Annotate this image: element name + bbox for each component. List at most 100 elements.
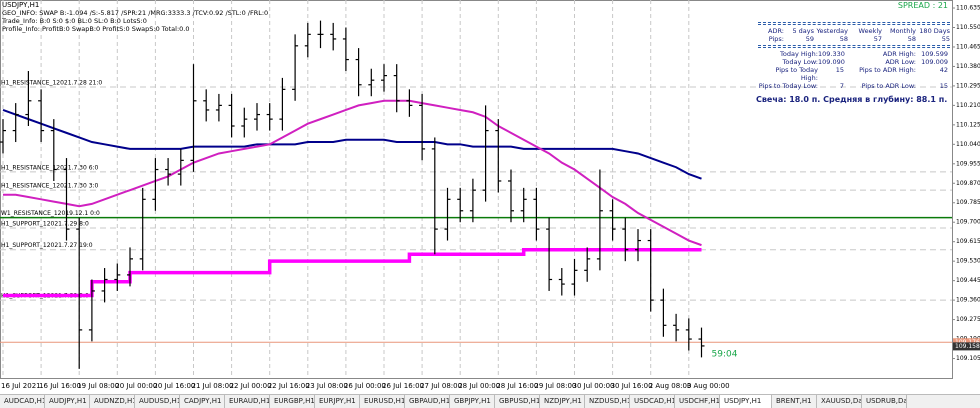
y-tick-label: 110.295 <box>956 82 980 89</box>
indicator-line <box>3 99 702 247</box>
adr-cell: Pips to Today Low: <box>758 82 818 90</box>
symbol-tab[interactable]: AUDJPY,H1 <box>45 395 90 408</box>
x-tick-label: 20 Jul 16:00 <box>153 382 195 390</box>
adr-header-cell: Yesterday <box>816 27 848 35</box>
symbol-tab[interactable]: AUDNZD,H1 <box>90 395 135 408</box>
adr-cell: ADR Low: <box>885 58 916 66</box>
x-tick-label: 20 Jul 00:00 <box>115 382 157 390</box>
adr-cell: 109.090 <box>818 58 845 66</box>
symbol-tab[interactable]: BRENT,H1 <box>772 395 817 408</box>
separator <box>758 45 950 48</box>
x-tick-label: 19 Jul 08:00 <box>77 382 119 390</box>
symbol-tab[interactable]: GBPJPY,H1 <box>450 395 495 408</box>
adr-row: Pips to Today High: 15 Pips to ADR High: 42 <box>758 66 950 82</box>
symbol-tab[interactable]: EURGBP,H1 <box>270 395 315 408</box>
x-tick-label: 16 Jul 16:00 <box>39 382 81 390</box>
x-tick-label: 2 Aug 08:00 <box>649 382 692 390</box>
y-tick-label: 110.125 <box>956 121 980 128</box>
level-label: H1_RESISTANCE_12021.7.30 3:0 <box>1 183 99 190</box>
adr-cell: ADR High: <box>882 50 916 58</box>
x-tick-label: 23 Jul 08:00 <box>306 382 348 390</box>
y-tick-label: 110.210 <box>956 102 980 109</box>
y-tick-label: 109.445 <box>956 277 980 284</box>
adr-row: Pips to Today Low: 7 Pips to ADR Low: 15 <box>758 82 950 90</box>
price-tag <box>953 338 980 347</box>
symbol-tab[interactable]: AUDCAD,H1 <box>0 395 45 408</box>
level-label: H1_RESISTANCE_12021.7.28 21:0 <box>1 80 102 87</box>
price-tag-label: 109.176 <box>955 339 980 346</box>
y-tick-label: 109.870 <box>956 180 980 187</box>
y-tick-label: 110.465 <box>956 43 980 50</box>
symbol-tab[interactable]: USDCHF,H1 <box>675 395 720 408</box>
x-tick-label: 26 Jul 16:00 <box>382 382 424 390</box>
adr-cell: Pips to ADR High: <box>859 66 916 74</box>
price-tag-label: 109.158 <box>955 343 980 350</box>
adr-cell: Pips to ADR Low: <box>861 82 916 90</box>
symbol-tab[interactable]: GBPUSD,H1 <box>495 395 540 408</box>
x-tick-label: 30 Jul 16:00 <box>611 382 653 390</box>
y-tick-label: 109.615 <box>956 238 980 245</box>
symbol-tab[interactable]: XAUUSD,Daily <box>817 395 862 408</box>
plot-area <box>0 0 953 379</box>
level-label: W1_RESISTANCE_12019.12.1 0:0 <box>1 210 100 217</box>
x-tick-label: 3 Aug 00:00 <box>687 382 730 390</box>
x-tick-label: 16 Jul 2021 <box>1 382 41 390</box>
x-tick-label: 26 Jul 00:00 <box>344 382 386 390</box>
adr-row: Today Low: 109.090 ADR Low: 109.009 <box>758 58 950 66</box>
adr-cell: 15 <box>939 82 948 90</box>
y-tick-label: 109.785 <box>956 199 980 206</box>
adr-cell: 109.009 <box>921 58 948 66</box>
symbol-tab[interactable]: EURAUD,H1 <box>225 395 270 408</box>
symbol-tab[interactable]: CADJPY,H1 <box>180 395 225 408</box>
x-tick-label: 28 Jul 16:00 <box>496 382 538 390</box>
symbol-tab[interactable]: NZDUSD,H1 <box>585 395 630 408</box>
y-tick-label: 109.955 <box>956 160 980 167</box>
symbol-tab[interactable]: USDRUB,Daily <box>862 395 907 408</box>
candle-stats: Свеча: 18.0 п. Средняя в глубину: 88.1 п… <box>756 95 948 104</box>
y-tick-label: 109.275 <box>956 316 980 323</box>
y-tick-label: 109.700 <box>956 219 980 226</box>
adr-header-cell: 180 Days <box>919 27 950 35</box>
symbol-tab[interactable]: AUDUSD,H1 <box>135 395 180 408</box>
symbol-tab[interactable]: EURJPY,H1 <box>315 395 360 408</box>
symbol-tab[interactable]: USDJPY,H1 <box>720 395 772 408</box>
level-label: H1_SUPPORT_12021.7.27 19:0 <box>1 242 93 249</box>
adr-pips-cell: 58 <box>839 35 848 43</box>
adr-cell: 7 <box>839 82 844 90</box>
level-label: H1_SUPPORT_12021.7.29 8:0 <box>1 220 89 227</box>
symbol-tab[interactable]: NZDJPY,H1 <box>540 395 585 408</box>
symbol-tab[interactable]: GBPAUD,H1 <box>405 395 450 408</box>
adr-panel: ADR: 5 days Yesterday Weekly Monthly 180 Days… <box>756 22 950 104</box>
price-tag <box>953 342 980 351</box>
level-label: H1_RESISTANCE_12021.7.30 6:0 <box>1 164 99 171</box>
info-line: GEO_INFO: SWAP B:-1.094 /S:-5.817 /SPR:2… <box>2 9 269 17</box>
adr-pips-row: Pips: 59 58 57 58 55 <box>758 35 950 43</box>
info-line: Profile_Info: ProfitB:0 SwapB:0 ProfitS:… <box>2 25 190 33</box>
x-tick-label: 30 Jul 00:00 <box>573 382 615 390</box>
symbol-tab[interactable]: EURUSD,H1 <box>360 395 405 408</box>
adr-pips-cell: 55 <box>941 35 950 43</box>
y-tick-label: 110.635 <box>956 5 980 12</box>
spread: SPREAD : 21 <box>897 1 948 10</box>
adr-pips-cell: Pips: <box>768 35 784 43</box>
x-tick-label: 27 Jul 08:00 <box>420 382 462 390</box>
symbol-tab[interactable]: USDCAD,H1 <box>630 395 675 408</box>
adr-pips-cell: 59 <box>805 35 814 43</box>
y-tick-label: 109.360 <box>956 297 980 304</box>
info-line: Trade_Info: B:0 S:0 $:0 BL:0 SL:0 B:0 Lo… <box>2 17 147 25</box>
y-tick-label: 110.040 <box>956 141 980 148</box>
indicator-line <box>2 109 702 180</box>
x-tick-label: 22 Jul 00:00 <box>230 382 272 390</box>
adr-header-cell: Monthly <box>889 27 916 35</box>
y-tick-label: 109.105 <box>956 355 980 362</box>
adr-cell: Today Low: <box>782 58 819 66</box>
adr-row: Today High: 109.330 ADR High: 109.599 <box>758 50 950 58</box>
chart-title: USDJPY,H1 <box>2 1 40 9</box>
adr-header-row: ADR: 5 days Yesterday Weekly Monthly 180 Days <box>758 27 950 35</box>
info-block: USDJPY,H1 GEO_INFO: SWAP B:-1.094 /S:-5.… <box>2 1 268 33</box>
y-tick-label: 110.550 <box>956 24 980 31</box>
adr-header-cell: ADR: <box>768 27 784 35</box>
adr-cell: Pips to Today High: <box>775 66 818 82</box>
